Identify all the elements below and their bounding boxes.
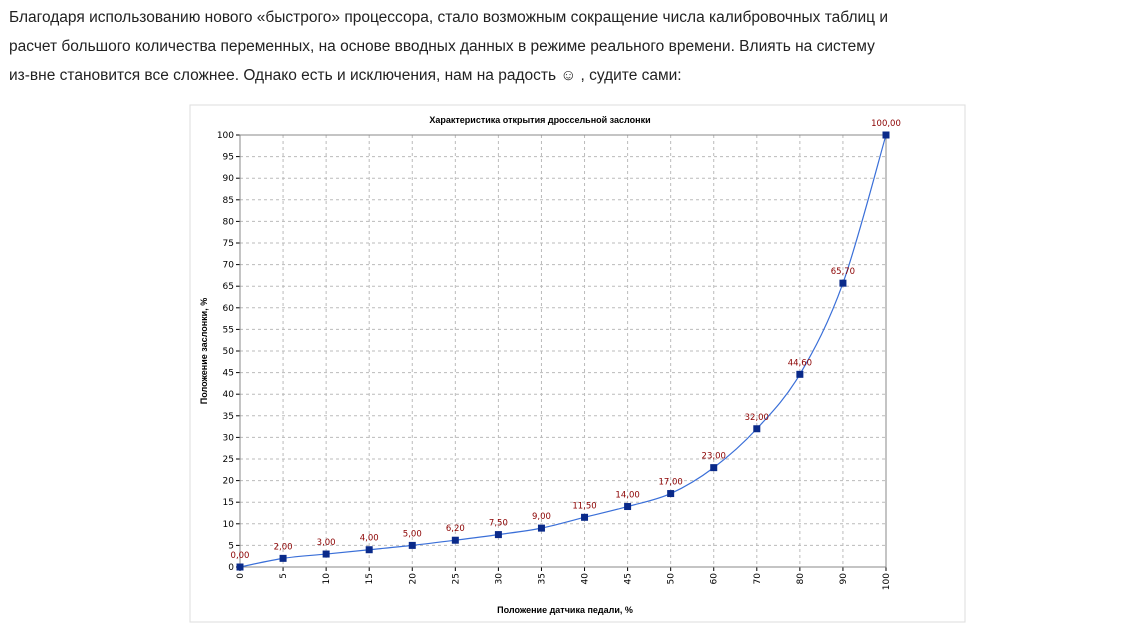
value-label: 3,00 xyxy=(317,538,336,548)
x-tick-label: 5 xyxy=(279,573,289,579)
y-tick-label: 90 xyxy=(223,174,235,184)
x-tick-label: 70 xyxy=(753,573,763,585)
value-label: 2,00 xyxy=(274,542,293,552)
value-label: 9,00 xyxy=(532,512,551,522)
marker xyxy=(882,131,890,139)
marker xyxy=(408,541,416,549)
paragraph-line: расчет большого количества переменных, н… xyxy=(9,38,875,55)
marker xyxy=(581,513,589,521)
marker xyxy=(839,279,847,287)
x-tick-label: 15 xyxy=(365,573,375,584)
y-tick-label: 5 xyxy=(228,541,234,551)
y-tick-label: 45 xyxy=(223,369,234,379)
marker xyxy=(279,554,287,562)
y-tick-label: 50 xyxy=(223,347,235,357)
x-tick-label: 90 xyxy=(839,573,849,585)
x-tick-label: 35 xyxy=(537,573,547,584)
value-label: 6,20 xyxy=(446,524,465,534)
x-tick-label: 100 xyxy=(882,573,892,590)
x-tick-label: 60 xyxy=(710,573,720,585)
marker xyxy=(451,536,459,544)
y-tick-label: 80 xyxy=(223,217,235,227)
value-label: 14,00 xyxy=(615,491,639,501)
y-tick-label: 55 xyxy=(223,325,234,335)
marker xyxy=(494,531,502,539)
y-tick-label: 10 xyxy=(223,520,235,530)
y-tick-label: 60 xyxy=(223,304,235,314)
x-tick-label: 80 xyxy=(796,573,806,585)
marker xyxy=(365,546,373,554)
marker xyxy=(753,425,761,433)
y-tick-label: 75 xyxy=(223,239,234,249)
y-tick-label: 15 xyxy=(223,498,234,508)
x-axis-title: Положение датчика педали, % xyxy=(497,605,633,615)
value-label: 32,00 xyxy=(745,413,769,423)
value-label: 0,00 xyxy=(231,551,250,561)
marker xyxy=(322,550,330,558)
marker xyxy=(796,370,804,378)
marker xyxy=(667,490,675,498)
y-axis-title: Положение заслонки, % xyxy=(199,298,209,404)
y-tick-label: 100 xyxy=(217,131,234,141)
y-tick-label: 85 xyxy=(223,196,234,206)
value-label: 5,00 xyxy=(403,529,422,539)
x-tick-label: 10 xyxy=(322,573,332,585)
marker xyxy=(624,503,632,511)
chart-frame xyxy=(189,104,966,623)
x-tick-label: 30 xyxy=(494,573,504,585)
value-label: 7,50 xyxy=(489,519,508,529)
y-tick-label: 65 xyxy=(223,282,234,292)
marker xyxy=(236,563,244,571)
y-tick-label: 40 xyxy=(223,390,235,400)
y-tick-label: 20 xyxy=(223,477,235,487)
chart-title: Характеристика открытия дроссельной засл… xyxy=(429,115,650,125)
y-tick-label: 25 xyxy=(223,455,234,465)
y-tick-label: 30 xyxy=(223,433,235,443)
marker xyxy=(710,464,718,472)
value-label: 100,00 xyxy=(871,119,901,129)
x-tick-label: 20 xyxy=(408,573,418,585)
x-tick-label: 40 xyxy=(581,573,591,585)
value-label: 11,50 xyxy=(572,501,596,511)
value-label: 23,00 xyxy=(702,452,726,462)
x-tick-label: 0 xyxy=(236,573,246,579)
x-tick-label: 45 xyxy=(624,573,634,584)
value-label: 17,00 xyxy=(658,478,682,488)
y-tick-label: 0 xyxy=(228,563,234,573)
y-tick-label: 70 xyxy=(223,261,235,271)
x-tick-label: 50 xyxy=(667,573,677,585)
marker xyxy=(537,524,545,532)
x-tick-label: 25 xyxy=(451,573,461,584)
plot-area xyxy=(239,134,887,568)
y-tick-label: 95 xyxy=(223,153,234,163)
paragraph-line: Благодаря использованию нового «быстрого… xyxy=(9,9,888,26)
paragraph-line: из-вне становится все сложнее. Однако ес… xyxy=(9,67,682,84)
y-tick-label: 35 xyxy=(223,412,234,422)
value-label: 44,60 xyxy=(788,358,812,368)
value-label: 65,70 xyxy=(831,267,855,277)
value-label: 4,00 xyxy=(360,534,379,544)
